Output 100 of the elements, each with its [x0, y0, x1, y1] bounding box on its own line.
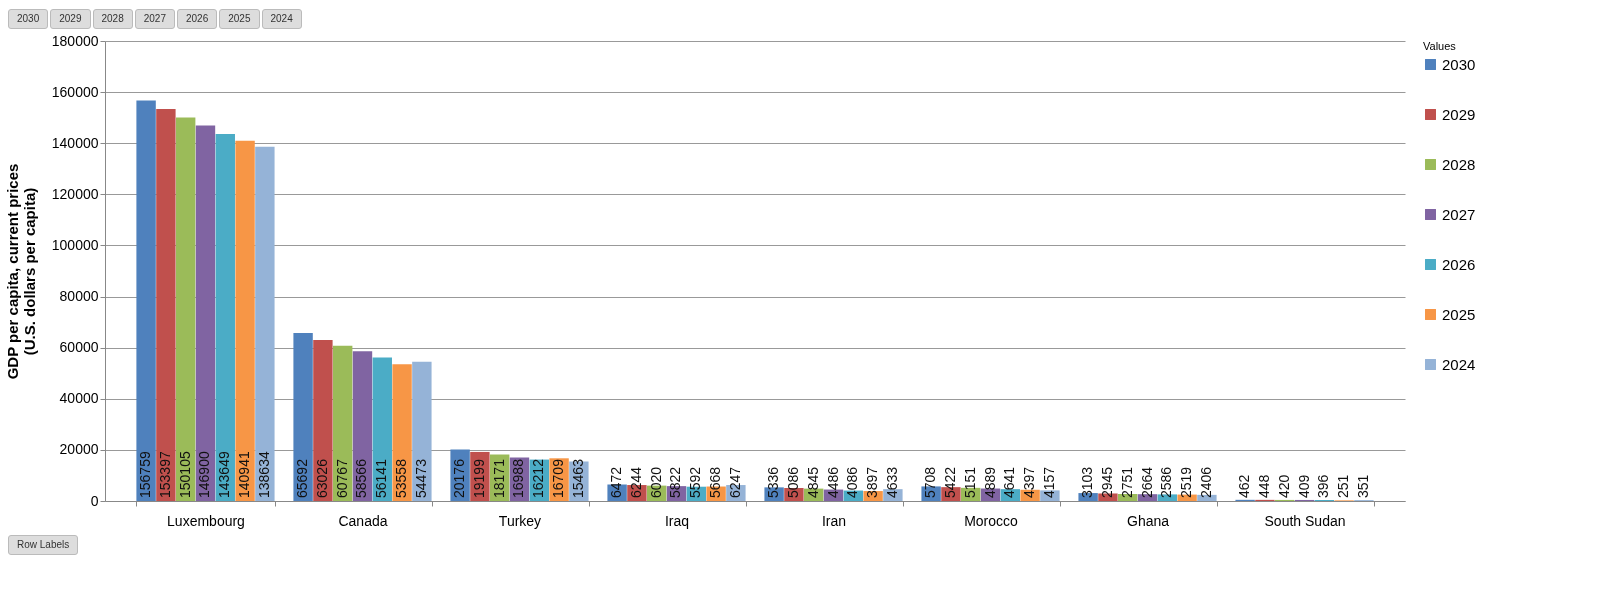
data-label: 3103	[1079, 466, 1096, 498]
legend-title: Values	[1423, 40, 1457, 52]
text: 2029	[50, 9, 91, 29]
bar	[156, 108, 176, 501]
x-tick-label: Ghana	[1126, 512, 1170, 529]
data-label: 60767	[333, 458, 350, 498]
data-label: 19199	[470, 458, 487, 498]
data-label: 2664	[1138, 466, 1155, 498]
data-label: 6247	[726, 466, 743, 498]
data-label: 53558	[393, 458, 410, 498]
data-label: 251	[1335, 474, 1352, 498]
y-tick-label: 60000	[59, 339, 99, 356]
text: 2025	[219, 9, 260, 29]
data-label: 448	[1255, 474, 1272, 498]
data-label: 2751	[1118, 466, 1135, 498]
legend-label: 2028	[1442, 155, 1476, 173]
y-tick-label: 80000	[59, 288, 99, 305]
data-label: 4889	[981, 466, 998, 498]
bar	[412, 361, 432, 501]
data-label: 15463	[569, 458, 586, 498]
data-label: 409	[1295, 474, 1312, 498]
x-tick-label: Canada	[338, 512, 388, 529]
data-label: 5422	[941, 466, 958, 498]
data-label: 143649	[216, 451, 233, 498]
data-label: 4086	[844, 466, 861, 498]
data-label: 63026	[313, 458, 330, 498]
data-label: 2519	[1178, 466, 1195, 498]
data-label: 420	[1275, 474, 1292, 498]
bar	[195, 125, 216, 501]
legend-label: 2026	[1442, 255, 1476, 273]
y-tick-label: 120000	[51, 185, 99, 202]
data-label: 396	[1315, 474, 1332, 498]
y-tick-label: 100000	[51, 236, 99, 253]
legend-label: 2027	[1442, 205, 1476, 223]
legend-label: 2025	[1442, 305, 1476, 323]
text: Row Labels	[8, 535, 79, 555]
text: 2027	[134, 9, 175, 29]
data-label: 54473	[412, 458, 429, 498]
data-label: 65692	[294, 458, 311, 498]
data-label: 5592	[687, 466, 704, 498]
x-tick-label: Iran	[821, 512, 847, 529]
data-label: 351	[1354, 474, 1371, 498]
y-axis-title: GDP per capita, current prices (U.S. dollars per capita)	[3, 163, 38, 380]
data-label: 4486	[824, 466, 841, 498]
x-tick-label: Iraq	[664, 512, 690, 529]
data-label: 4397	[1021, 466, 1038, 498]
data-label: 3897	[864, 466, 881, 498]
text: 2028	[92, 9, 133, 29]
data-label: 56141	[373, 458, 390, 498]
data-label: 462	[1236, 474, 1253, 498]
legend-label: 2024	[1442, 355, 1476, 373]
data-label: 150105	[176, 451, 193, 498]
x-tick-label: Luxembourg	[167, 512, 245, 529]
data-label: 5708	[922, 466, 939, 498]
x-tick-label: Turkey	[498, 512, 542, 529]
bar	[313, 339, 333, 501]
data-label: 4641	[1001, 466, 1018, 498]
data-label: 5336	[765, 466, 782, 498]
x-tick-label: South Sudan	[1264, 512, 1346, 529]
legend-label: 2029	[1442, 105, 1476, 123]
data-label: 5668	[707, 466, 724, 498]
y-tick-label: 140000	[51, 134, 99, 151]
data-label: 2945	[1098, 466, 1115, 498]
data-label: 16988	[510, 458, 527, 498]
data-label: 16212	[530, 458, 547, 498]
data-label: 140941	[236, 451, 253, 498]
x-tick-label: Morocco	[964, 512, 1019, 529]
bar	[392, 364, 412, 501]
data-label: 4845	[804, 466, 821, 498]
y-tick-label: 160000	[51, 83, 99, 100]
data-label: 5822	[667, 466, 684, 498]
y-tick-label: 40000	[59, 390, 99, 407]
data-label: 2586	[1158, 466, 1175, 498]
bar	[235, 140, 255, 501]
bar	[215, 133, 235, 501]
y-tick-label: 0	[90, 492, 99, 509]
data-label: 138634	[255, 451, 272, 498]
bar	[175, 117, 196, 501]
data-label: 16709	[550, 458, 567, 498]
bar	[255, 146, 275, 501]
y-tick-label: 180000	[51, 32, 99, 49]
data-label: 153397	[156, 451, 173, 498]
y-tick-label: 20000	[59, 441, 99, 458]
bar	[332, 345, 353, 501]
legend-label: 2030	[1442, 55, 1476, 73]
data-label: 2406	[1197, 466, 1214, 498]
data-label: 6020	[647, 466, 664, 498]
text: 2030	[8, 9, 49, 29]
data-label: 146900	[196, 451, 213, 498]
data-label: 4157	[1040, 466, 1057, 498]
data-label: 20176	[451, 458, 468, 498]
data-label: 4633	[883, 466, 900, 498]
data-label: 5086	[784, 466, 801, 498]
data-label: 156759	[137, 451, 154, 498]
text: 2026	[177, 9, 218, 29]
data-label: 58566	[353, 458, 370, 498]
text: 2024	[261, 9, 302, 29]
data-label: 6472	[608, 466, 625, 498]
data-label: 6244	[627, 466, 644, 498]
data-label: 18171	[490, 458, 507, 498]
